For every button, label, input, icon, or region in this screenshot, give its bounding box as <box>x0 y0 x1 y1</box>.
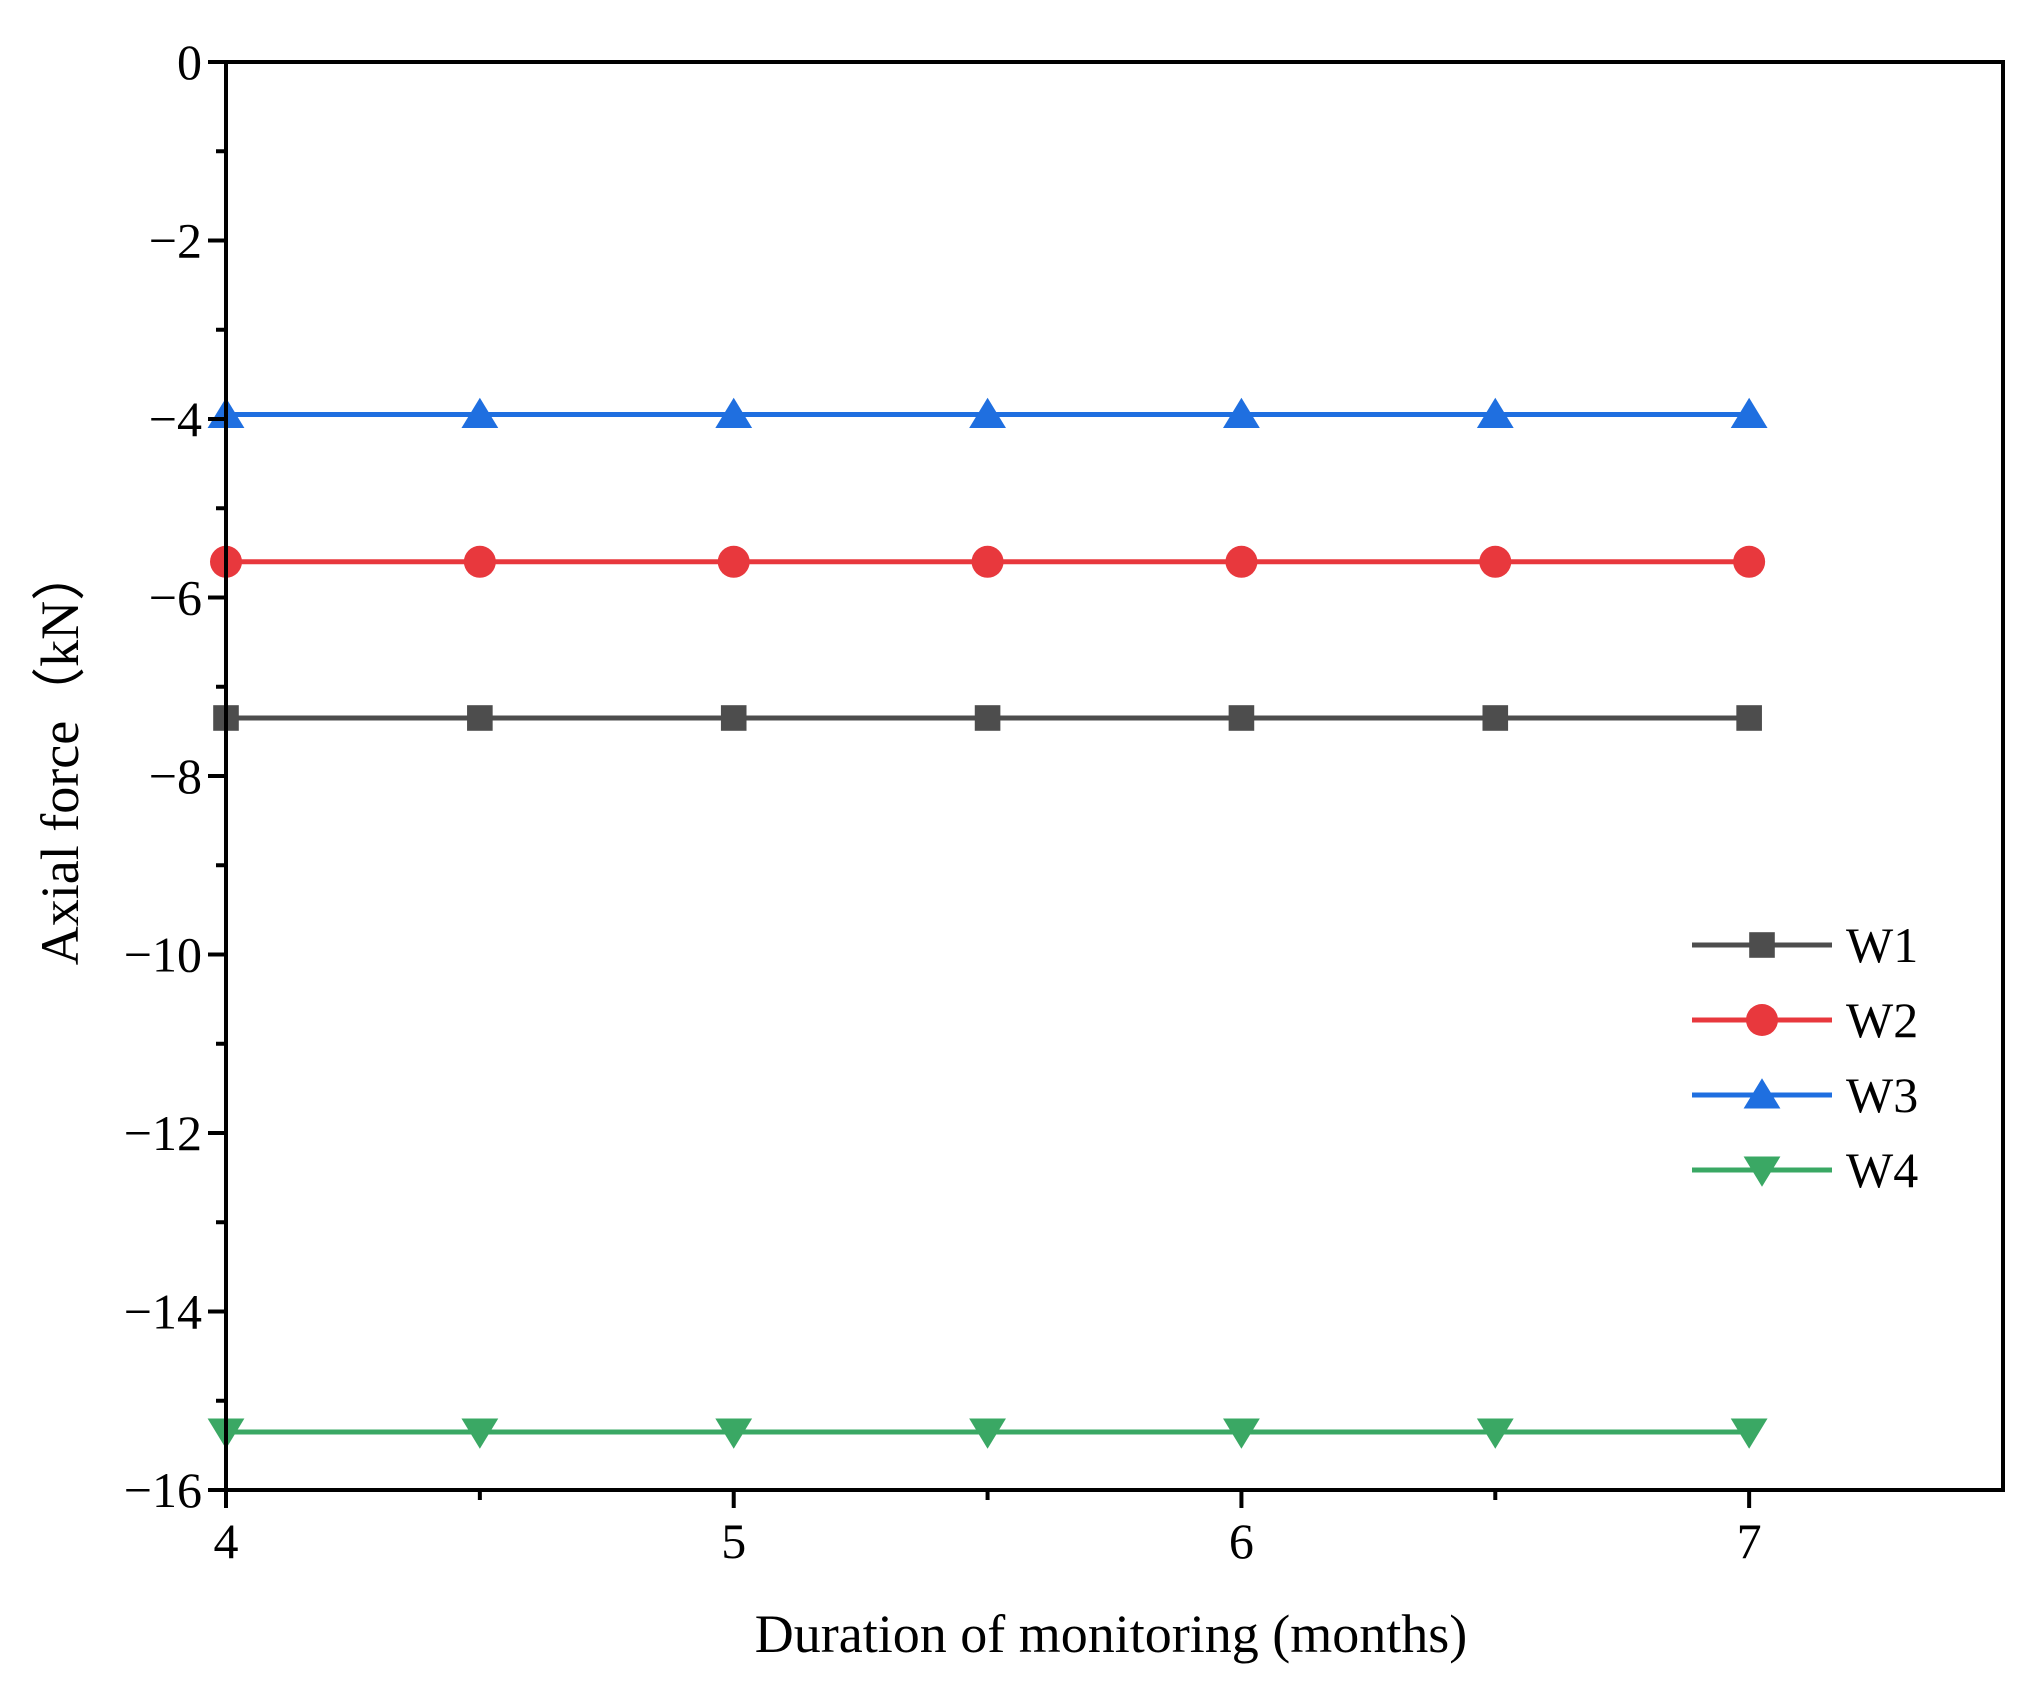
data-point-w3 <box>1730 397 1768 428</box>
data-point-w2 <box>1479 545 1512 578</box>
legend-label: W1 <box>1846 917 1918 973</box>
y-tick-label: −14 <box>124 1284 202 1340</box>
data-point-w1 <box>1228 705 1255 731</box>
legend-marker <box>1743 1156 1781 1187</box>
y-tick-label: −2 <box>149 213 202 269</box>
y-axis-title: Axial force（kN） <box>30 547 90 965</box>
y-tick-label: −6 <box>149 570 202 626</box>
x-tick-label: 6 <box>1229 1513 1254 1569</box>
data-point-w3 <box>715 397 753 428</box>
data-point-w2 <box>717 545 750 578</box>
legend-item-w2: W2 <box>1692 992 1918 1048</box>
legend-marker <box>1749 932 1775 958</box>
data-point-w2 <box>1225 545 1258 578</box>
series-w3 <box>207 397 1768 428</box>
data-point-w1 <box>1482 705 1509 731</box>
y-tick-label: −12 <box>124 1105 202 1161</box>
x-tick-label: 5 <box>721 1513 746 1569</box>
legend-label: W4 <box>1846 1142 1918 1198</box>
data-point-w4 <box>715 1418 753 1449</box>
data-point-w3 <box>1223 397 1260 428</box>
data-point-w2 <box>463 545 496 578</box>
series-layer <box>207 397 1768 1449</box>
data-point-w3 <box>1476 397 1514 428</box>
x-axis-title: Duration of monitoring (months) <box>755 1604 1467 1664</box>
data-point-w4 <box>969 1418 1006 1449</box>
x-tick-label: 4 <box>214 1513 239 1569</box>
legend: W1 W2 W3 W4 <box>1692 917 1918 1198</box>
data-point-w4 <box>1476 1418 1514 1449</box>
data-point-w1 <box>1736 705 1762 731</box>
y-tick-label: 0 <box>177 34 202 90</box>
data-point-w2 <box>1733 545 1766 578</box>
data-point-w4 <box>1730 1418 1768 1449</box>
data-point-w3 <box>969 397 1006 428</box>
legend-item-w3: W3 <box>1692 1067 1918 1123</box>
x-tick-label: 7 <box>1737 1513 1762 1569</box>
legend-marker <box>1746 1004 1778 1036</box>
data-point-w4 <box>461 1418 499 1449</box>
y-tick-label: −10 <box>124 927 202 983</box>
legend-label: W3 <box>1846 1067 1918 1123</box>
y-tick-label: −4 <box>149 391 202 447</box>
series-w4 <box>207 1418 1768 1449</box>
data-point-w1 <box>974 705 1001 731</box>
data-point-w2 <box>971 545 1004 578</box>
data-point-w1 <box>720 705 747 731</box>
data-point-w3 <box>461 397 499 428</box>
legend-marker <box>1743 1078 1781 1109</box>
axes-layer: 4 5 6 7 0 −2 −4 −6 −8 −10 −12 −14 −16 <box>124 34 1762 1569</box>
series-w1 <box>213 705 1762 731</box>
legend-label: W2 <box>1846 992 1918 1048</box>
legend-item-w4: W4 <box>1692 1142 1918 1198</box>
data-point-w1 <box>467 705 493 731</box>
data-point-w4 <box>1223 1418 1260 1449</box>
legend-item-w1: W1 <box>1692 917 1918 973</box>
y-tick-label: −8 <box>149 748 202 804</box>
y-tick-label: −16 <box>124 1462 202 1518</box>
